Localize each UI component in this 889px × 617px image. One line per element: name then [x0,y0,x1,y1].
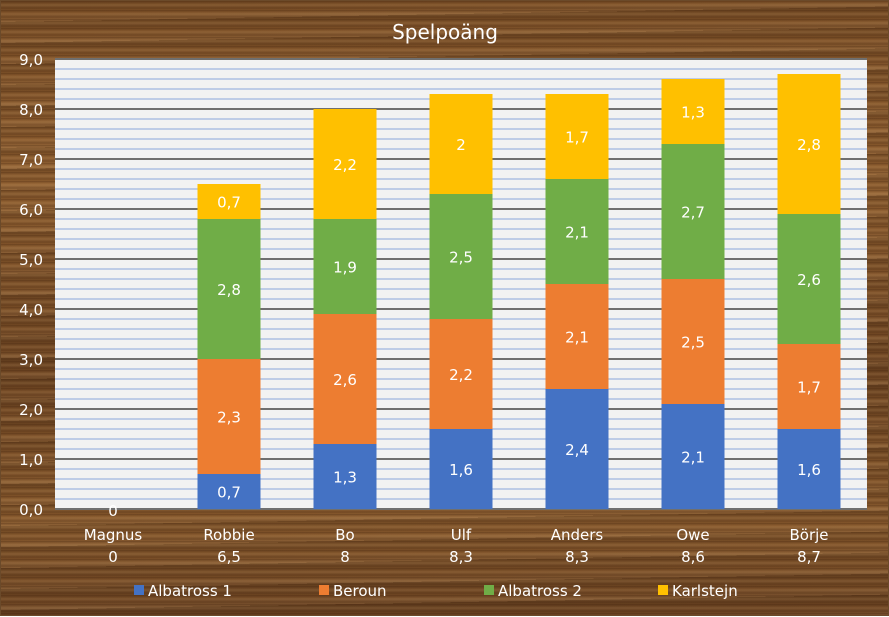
legend-swatch [658,585,668,595]
legend-swatch [319,585,329,595]
x-tick-label: Owe [676,526,709,544]
data-label: 1,3 [681,104,705,122]
legend-label: Albatross 2 [498,582,582,600]
bar-segment [197,184,261,219]
data-label: 2,5 [449,249,473,267]
bar-segment [777,344,841,429]
data-label: 2,1 [565,224,589,242]
bar-segment [429,194,493,319]
y-tick-label: 6,0 [19,201,43,219]
bar-segment [545,389,609,509]
x-tick-label: Börje [789,526,828,544]
total-label: 0 [108,548,118,566]
bar-segment [313,219,377,314]
data-label: 0,7 [217,484,241,502]
bar-segment [777,214,841,344]
bar-segment [661,79,725,144]
data-label: 2,6 [333,371,357,389]
x-tick-label: Ulf [451,526,472,544]
x-tick-label: Magnus [84,526,143,544]
data-label: 2,8 [797,136,821,154]
bar-segment [545,179,609,284]
data-label: 2,1 [565,329,589,347]
bar-segment [429,319,493,429]
data-label: 2,3 [217,409,241,427]
bar-segment [313,314,377,444]
data-label: 2,6 [797,271,821,289]
chart-title: Spelpoäng [392,20,498,44]
bar-segment [661,279,725,404]
data-label: 1,6 [797,461,821,479]
data-label: 2,5 [681,334,705,352]
bar-segment [545,284,609,389]
data-label: 2,7 [681,204,705,222]
legend-label: Karlstejn [672,582,738,600]
bar-segment [545,94,609,179]
total-label: 8,6 [681,548,705,566]
x-tick-label: Anders [551,526,604,544]
y-tick-label: 0,0 [19,501,43,519]
bar-segment [429,429,493,509]
bar-segment [777,74,841,214]
x-tick-label: Bo [335,526,354,544]
data-label: 1,3 [333,469,357,487]
y-tick-label: 8,0 [19,101,43,119]
legend-label: Beroun [333,582,387,600]
bar-segment [313,109,377,219]
bar-segment [197,474,261,509]
data-label: 2,1 [681,449,705,467]
bar-segment [661,144,725,279]
data-label: 0,7 [217,194,241,212]
y-tick-label: 3,0 [19,351,43,369]
total-label: 8,7 [797,548,821,566]
bar-segment [429,94,493,194]
data-label: 2 [456,136,466,154]
y-tick-label: 1,0 [19,451,43,469]
data-label: 1,6 [449,461,473,479]
y-tick-label: 9,0 [19,51,43,69]
total-label: 6,5 [217,548,241,566]
data-label: 2,4 [565,441,589,459]
legend-swatch [134,585,144,595]
total-label: 8 [340,548,350,566]
data-label: 1,7 [565,129,589,147]
legend-swatch [484,585,494,595]
data-label: 2,8 [217,281,241,299]
bar-segment [313,444,377,509]
data-label: 0 [108,502,118,520]
y-tick-label: 4,0 [19,301,43,319]
y-tick-label: 2,0 [19,401,43,419]
bar-segment [661,404,725,509]
total-label: 8,3 [449,548,473,566]
total-label: 8,3 [565,548,589,566]
bar-segment [197,359,261,474]
bar-segment [197,219,261,359]
x-tick-label: Robbie [203,526,254,544]
data-label: 2,2 [333,156,357,174]
legend-label: Albatross 1 [148,582,232,600]
data-label: 2,2 [449,366,473,384]
data-label: 1,7 [797,379,821,397]
data-label: 1,9 [333,259,357,277]
y-tick-label: 5,0 [19,251,43,269]
y-tick-label: 7,0 [19,151,43,169]
bar-segment [777,429,841,509]
